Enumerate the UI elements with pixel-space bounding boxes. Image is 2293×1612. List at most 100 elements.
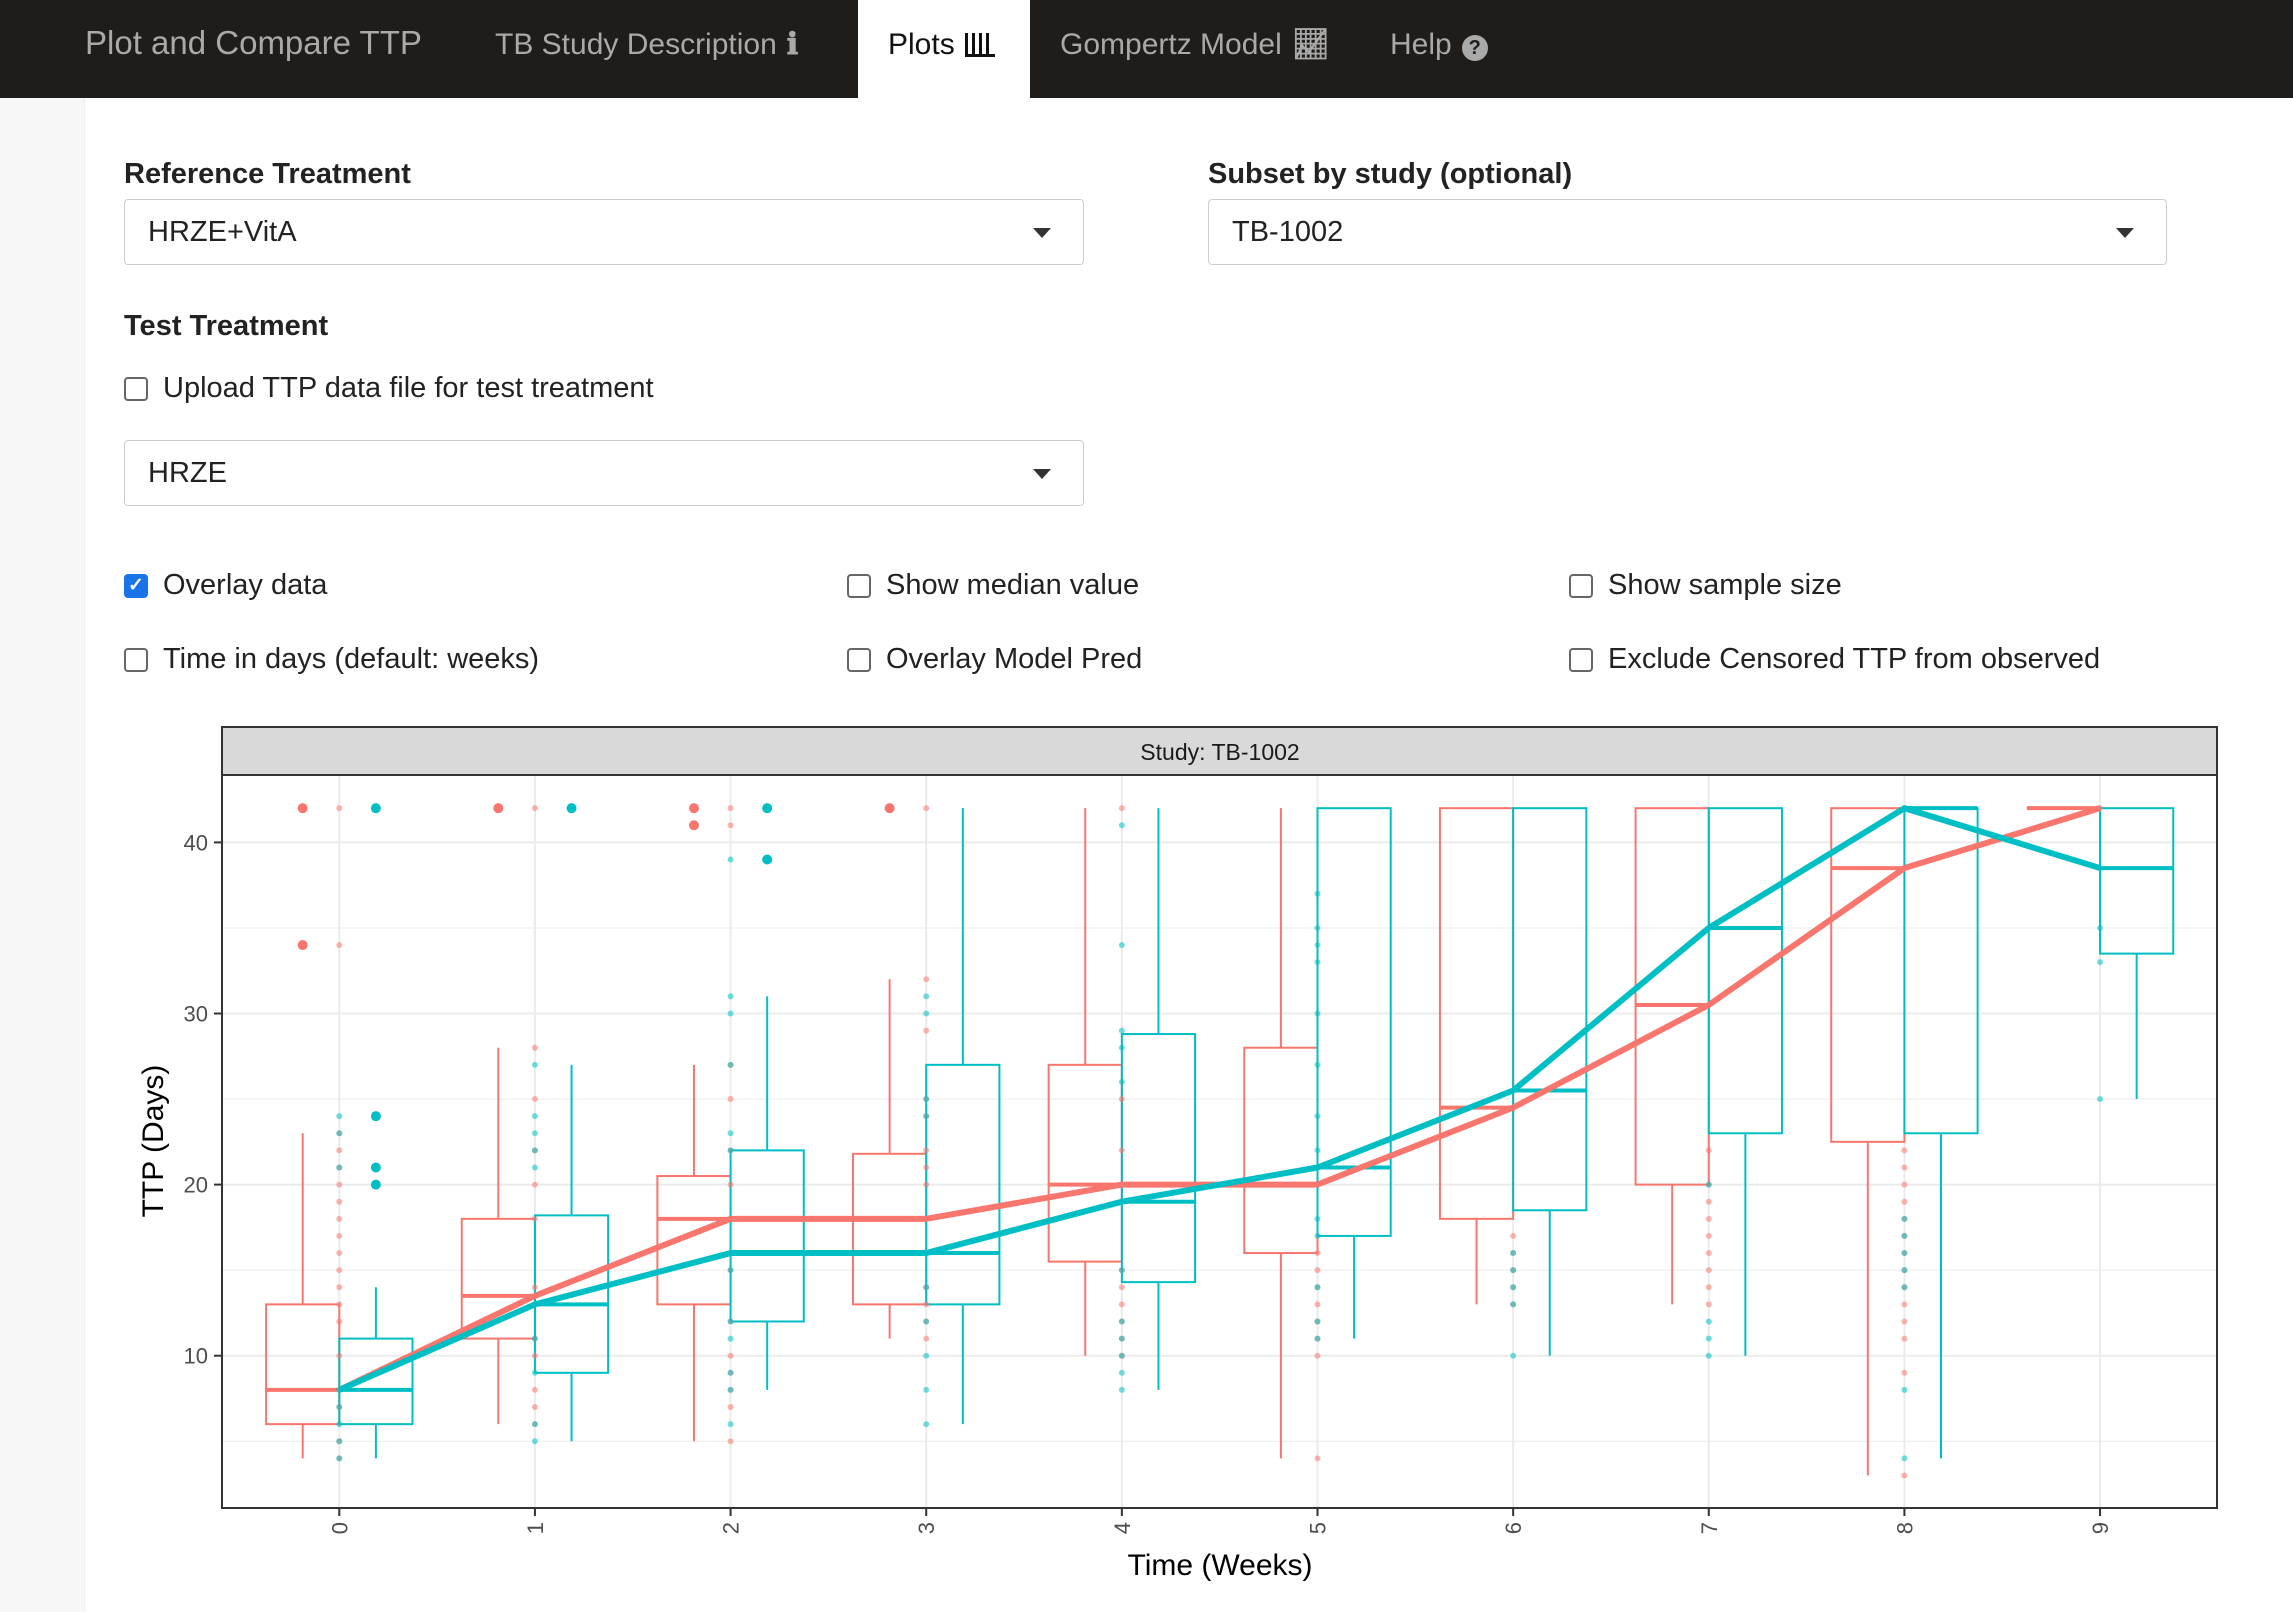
facet-strip — [221, 726, 2218, 776]
overlay-point — [336, 1404, 343, 1411]
overlay-point — [1314, 1113, 1321, 1120]
overlay-point — [1901, 1301, 1908, 1308]
overlay-point — [1314, 959, 1321, 966]
tab-tb-study-description[interactable]: TB Study Description ℹ — [465, 0, 828, 98]
overlay-point — [336, 1181, 343, 1188]
x-tick-label: 7 — [1697, 1522, 1722, 1534]
overlay-point — [531, 1181, 538, 1188]
overlay-point — [531, 1352, 538, 1359]
show-median-checkbox[interactable]: Show median value — [847, 569, 1139, 602]
overlay-point — [336, 1455, 343, 1462]
overlay-point — [1118, 1267, 1125, 1274]
overlay-point — [1118, 822, 1125, 829]
overlay-point — [336, 1164, 343, 1171]
navbar: Plot and Compare TTP TB Study Descriptio… — [0, 0, 2293, 98]
overlay-point — [1705, 1232, 1712, 1239]
panel-border — [221, 774, 2218, 1509]
outlier-point — [762, 854, 773, 865]
reference-treatment-select[interactable]: HRZE+VitA — [124, 199, 1084, 265]
outlier-point — [566, 803, 577, 814]
overlay-point — [1901, 1267, 1908, 1274]
box-iqr — [1512, 807, 1588, 1212]
time-in-days-checkbox[interactable]: Time in days (default: weeks) — [124, 643, 539, 676]
overlay-point — [727, 805, 734, 812]
tab-help[interactable]: Help? — [1360, 0, 1518, 98]
overlay-point — [1901, 1250, 1908, 1257]
overlay-point — [1314, 1301, 1321, 1308]
line-chart-icon: 📈︎ — [1291, 28, 1330, 61]
overlay-point — [1314, 1352, 1321, 1359]
left-gutter — [0, 98, 85, 1612]
overlay-point — [336, 805, 343, 812]
x-tick-label: 9 — [2088, 1522, 2113, 1534]
x-tick-label: 1 — [523, 1522, 548, 1534]
overlay-point — [531, 1215, 538, 1222]
checkbox-box[interactable] — [124, 376, 148, 401]
app-title[interactable]: Plot and Compare TTP — [85, 24, 422, 61]
test-treatment-select[interactable]: HRZE — [124, 440, 1084, 506]
subset-study-select[interactable]: TB-1002 — [1208, 199, 2167, 265]
info-icon: ℹ — [786, 28, 799, 61]
checkbox-box[interactable] — [1569, 573, 1593, 598]
overlay-point — [1705, 1181, 1712, 1188]
bar-chart-icon — [964, 33, 995, 57]
overlay-point — [1705, 1215, 1712, 1222]
overlay-point — [1901, 1335, 1908, 1342]
overlay-point — [727, 1369, 734, 1376]
box-iqr — [729, 1149, 805, 1323]
box-iqr — [338, 1337, 414, 1426]
overlay-point — [923, 1164, 930, 1171]
overlay-point — [1705, 1267, 1712, 1274]
overlay-point — [923, 993, 930, 1000]
overlay-point — [531, 1335, 538, 1342]
overlay-point — [923, 1113, 930, 1120]
panel-background — [222, 775, 2217, 1508]
show-sample-size-checkbox[interactable]: Show sample size — [1569, 569, 1842, 602]
overlay-point — [1314, 1267, 1321, 1274]
overlay-point — [531, 1404, 538, 1411]
overlay-point — [727, 1267, 734, 1274]
checkbox-box-checked[interactable]: ✓ — [124, 573, 148, 598]
checkbox-box[interactable] — [847, 647, 871, 672]
overlay-point — [1314, 1284, 1321, 1291]
overlay-point — [1118, 1027, 1125, 1034]
exclude-censored-checkbox[interactable]: Exclude Censored TTP from observed — [1569, 643, 2100, 676]
checkbox-box[interactable] — [847, 573, 871, 598]
tab-plots[interactable]: Plots — [858, 0, 1030, 98]
overlay-point — [1901, 1215, 1908, 1222]
overlay-point — [923, 1147, 930, 1154]
overlay-point — [1314, 1318, 1321, 1325]
overlay-point — [923, 976, 930, 983]
upload-ttp-checkbox[interactable]: Upload TTP data file for test treatment — [124, 372, 654, 405]
box-iqr — [1707, 807, 1783, 1135]
x-axis-title: Time (Weeks) — [1127, 1549, 1312, 1582]
overlay-point — [923, 1335, 930, 1342]
overlay-point — [531, 805, 538, 812]
x-tick-label: 4 — [1110, 1522, 1135, 1534]
overlay-point — [1118, 1301, 1125, 1308]
tab-gompertz-model[interactable]: Gompertz Model 📈︎ — [1030, 0, 1360, 98]
overlay-point — [531, 1438, 538, 1445]
overlay-point — [1705, 1147, 1712, 1154]
outlier-point — [493, 803, 504, 814]
outlier-point — [370, 1111, 381, 1122]
overlay-point — [1314, 890, 1321, 897]
checkbox-box[interactable] — [1569, 647, 1593, 672]
checkbox-label: Upload TTP data file for test treatment — [163, 372, 654, 404]
checkbox-box[interactable] — [124, 647, 148, 672]
overlay-point — [1118, 1335, 1125, 1342]
overlay-point — [727, 1335, 734, 1342]
outlier-point — [762, 803, 773, 814]
overlay-data-checkbox[interactable]: ✓ Overlay data — [124, 569, 327, 602]
outlier-point — [297, 803, 308, 814]
overlay-point — [1314, 1455, 1321, 1462]
overlay-point — [1314, 1010, 1321, 1017]
tab-label: Gompertz Model — [1060, 28, 1282, 61]
outlier-point — [370, 1179, 381, 1190]
overlay-model-pred-checkbox[interactable]: Overlay Model Pred — [847, 643, 1142, 676]
overlay-point — [1705, 1352, 1712, 1359]
overlay-point — [727, 1061, 734, 1068]
overlay-point — [1118, 1044, 1125, 1051]
overlay-point — [1510, 1284, 1517, 1291]
overlay-point — [1901, 1284, 1908, 1291]
